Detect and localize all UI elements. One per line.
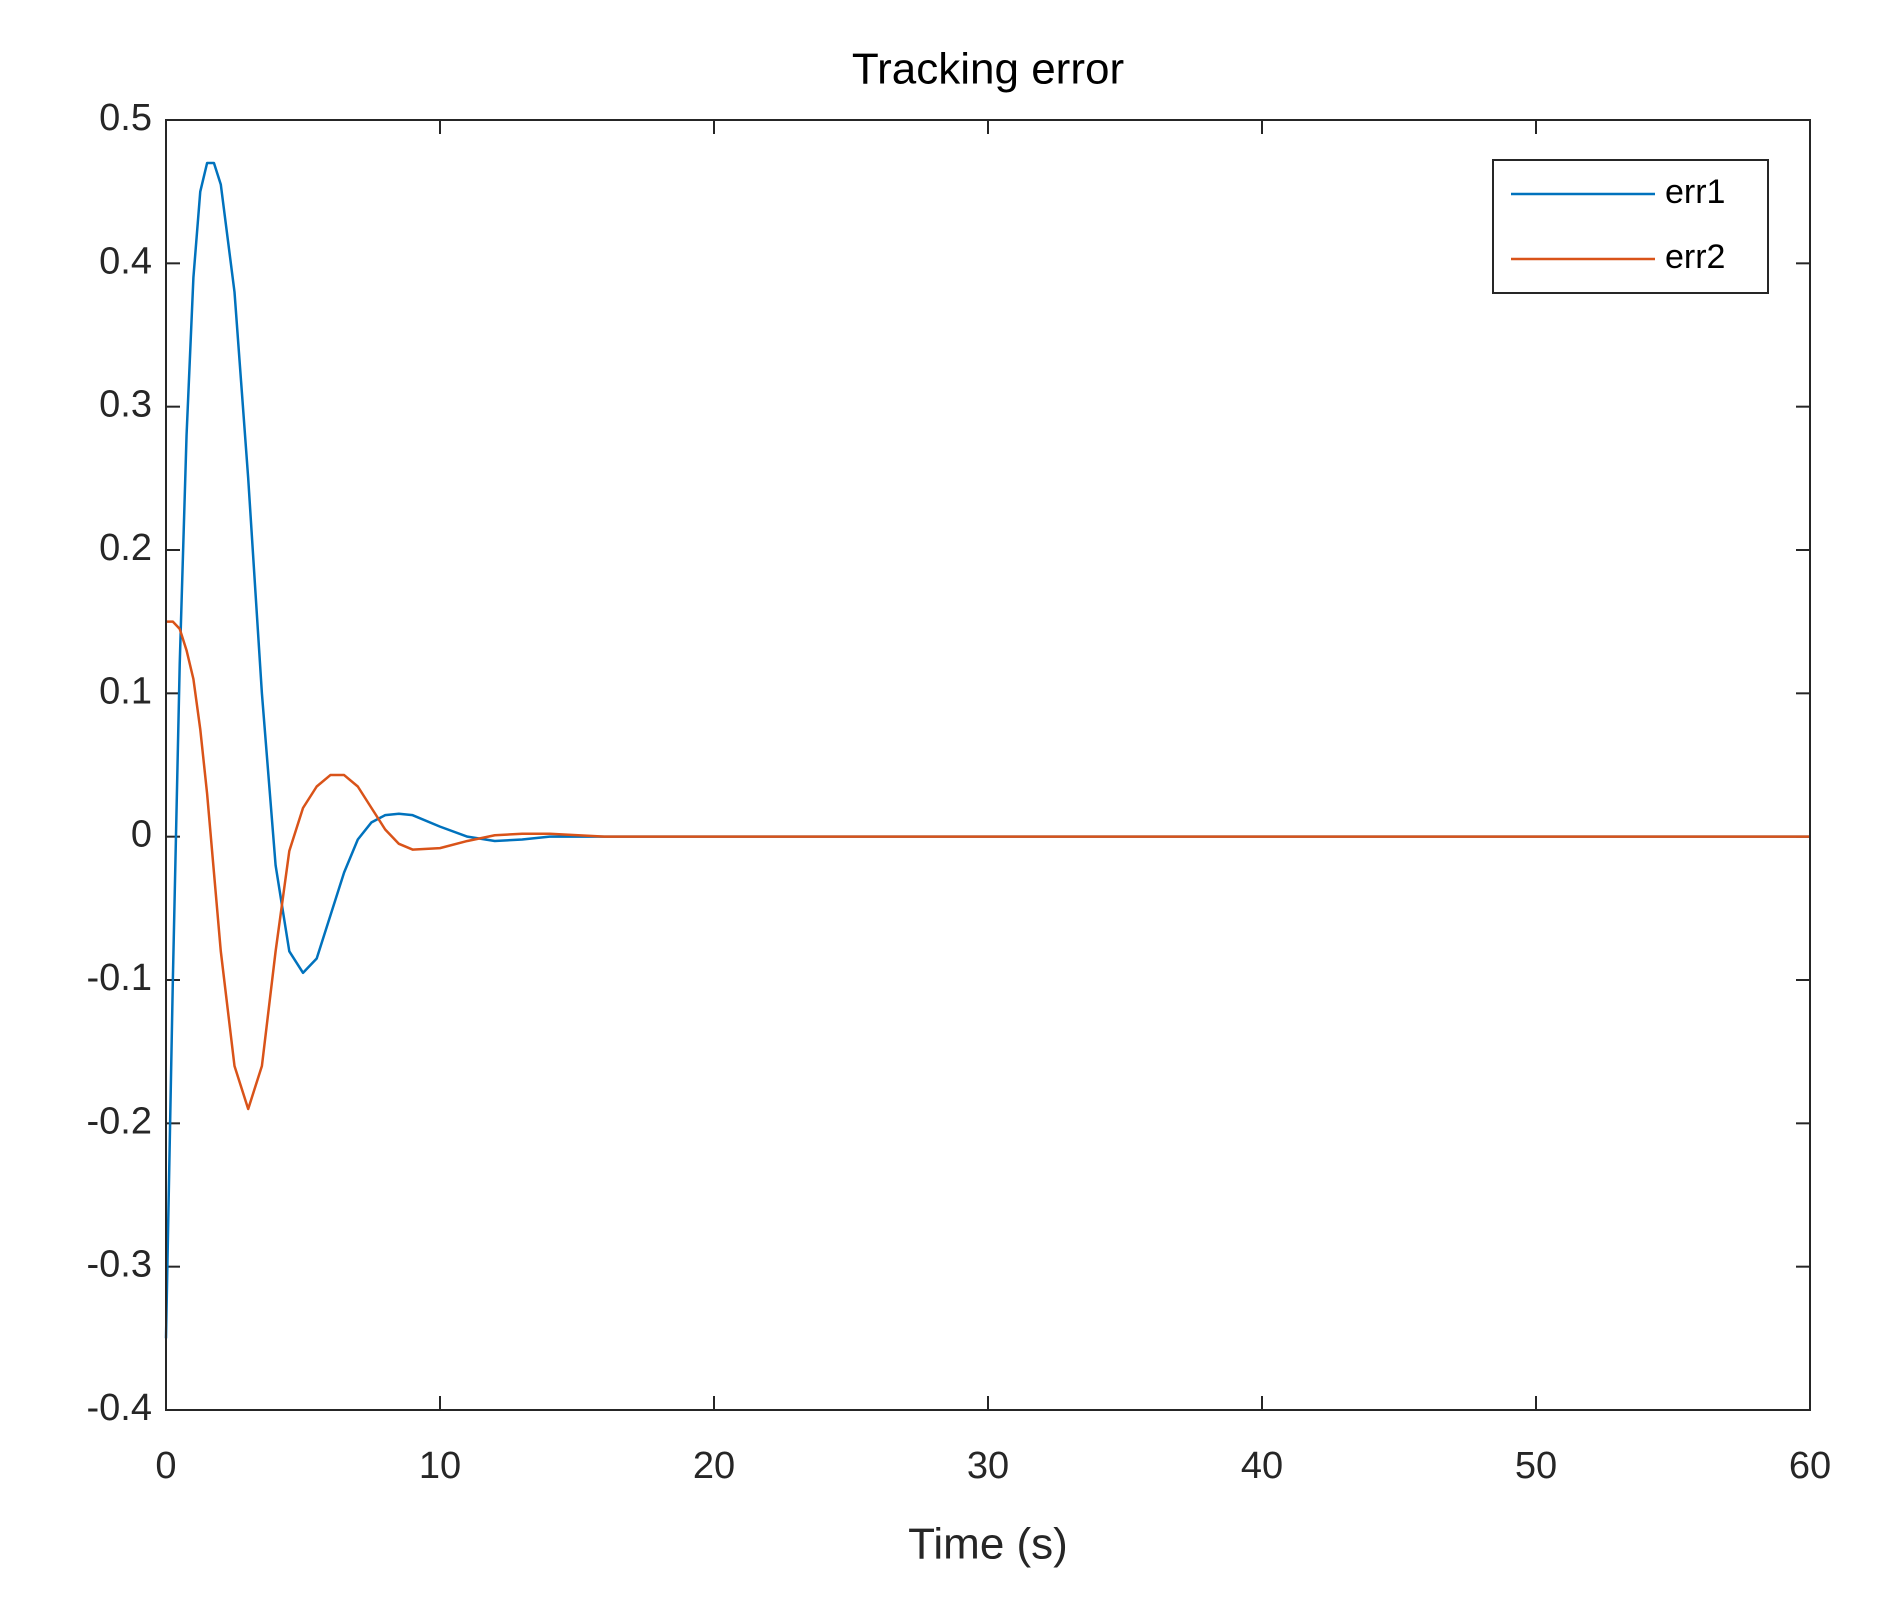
x-tick-label: 60 — [1789, 1445, 1831, 1487]
x-tick-label: 40 — [1241, 1445, 1283, 1487]
x-tick-label: 0 — [155, 1445, 176, 1487]
y-tick-label: 0.2 — [99, 527, 152, 569]
series-line — [164, 161, 1810, 1339]
legend-label: err2 — [1665, 238, 1725, 276]
x-tick-label: 50 — [1515, 1445, 1557, 1487]
x-tick-label: 20 — [693, 1445, 735, 1487]
chart-title: Tracking error — [852, 45, 1124, 94]
y-tick-label: -0.1 — [87, 957, 152, 999]
y-tick-label: -0.2 — [87, 1100, 152, 1142]
x-axis-label: Time (s) — [908, 1520, 1068, 1569]
legend-box — [1492, 159, 1769, 294]
y-tick-label: 0.5 — [99, 97, 152, 139]
y-tick-label: -0.4 — [87, 1387, 152, 1429]
y-tick-label: 0.1 — [99, 670, 152, 712]
y-tick-label: 0.3 — [99, 384, 152, 426]
x-tick-label: 30 — [967, 1445, 1009, 1487]
plot-frame — [165, 119, 1811, 1411]
y-tick-label: 0.4 — [99, 240, 152, 282]
x-tick-label: 10 — [419, 1445, 461, 1487]
series-line — [166, 620, 1810, 1111]
y-tick-label: -0.3 — [87, 1244, 152, 1286]
y-tick-label: 0 — [131, 814, 152, 856]
legend-label: err1 — [1665, 173, 1725, 211]
